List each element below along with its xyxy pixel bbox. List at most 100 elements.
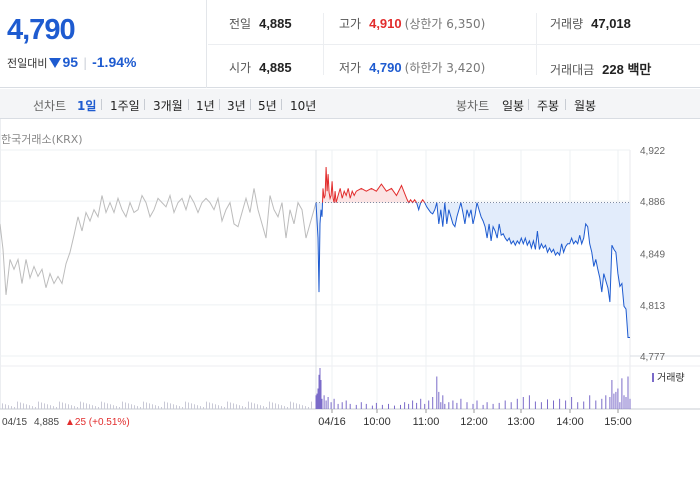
- tab-3y[interactable]: 3년: [227, 99, 246, 113]
- prev-volume-bar: [311, 401, 312, 409]
- volume-bar: [442, 395, 444, 409]
- prev-volume-bar: [89, 404, 90, 409]
- prev-volume-bar: [146, 402, 147, 409]
- prev-volume-bar: [41, 402, 42, 409]
- volume-bar: [528, 395, 530, 409]
- tab-5y[interactable]: 5년: [258, 99, 277, 113]
- change-divider: |: [83, 56, 88, 70]
- prev-volume-bar: [170, 403, 171, 409]
- volume-bar: [337, 403, 339, 409]
- prev-volume-bar: [107, 403, 108, 409]
- prev-volume-bar: [20, 402, 21, 409]
- volume-bar: [629, 398, 631, 410]
- x-tick-label: 11:00: [413, 416, 440, 428]
- volume-bar: [316, 393, 318, 409]
- tab-3m[interactable]: 3개월: [153, 99, 183, 113]
- volume-bar: [577, 402, 579, 409]
- y-tick-label: 4,886: [640, 197, 665, 208]
- volume-bar: [381, 404, 383, 409]
- volume-bar: [476, 400, 478, 409]
- prev-volume-bar: [173, 404, 174, 409]
- tab-1y[interactable]: 1년: [196, 99, 215, 113]
- prev-volume-bar: [290, 401, 291, 409]
- up-fill-area: [322, 167, 425, 203]
- prev-day-price-line: [0, 188, 317, 295]
- volume-bar: [559, 398, 561, 410]
- prev-volume-bar: [209, 402, 210, 409]
- prev-volume-bar: [221, 406, 222, 409]
- volume-bar: [320, 380, 322, 409]
- volume-bar: [333, 398, 335, 410]
- prev-volume-bar: [242, 406, 243, 409]
- volume-bar: [486, 402, 488, 409]
- volume-bar: [360, 402, 362, 409]
- prev-volume-bar: [104, 402, 105, 409]
- volume-bar: [565, 400, 567, 409]
- prev-volume-bar: [2, 403, 3, 409]
- high-label: 고가: [339, 17, 362, 31]
- prev-volume-bar: [218, 405, 219, 409]
- tab-1d[interactable]: 1일: [77, 99, 97, 113]
- x-tick-label: 10:00: [363, 416, 391, 428]
- prev-volume-bar: [83, 402, 84, 409]
- tab-monthly-candle[interactable]: 월봉: [574, 99, 597, 113]
- prev-volume-bar: [206, 401, 207, 409]
- volume-bar: [460, 398, 462, 410]
- volume-bar: [623, 395, 625, 409]
- prev-volume-bar: [239, 405, 240, 409]
- prev-volume-bar: [29, 405, 30, 409]
- tab-daily-candle[interactable]: 일봉: [502, 99, 525, 113]
- prev-volume-bar: [47, 404, 48, 409]
- volume-bar: [510, 402, 512, 409]
- volume-bar: [589, 395, 591, 409]
- volume-bar: [625, 397, 627, 409]
- prev-volume-bar: [293, 402, 294, 409]
- volume-bar: [444, 403, 446, 409]
- prev-volume-bar: [119, 407, 120, 409]
- prev-volume-bar: [86, 403, 87, 409]
- down-fill-area: [316, 202, 630, 338]
- prev-volume-bar: [101, 401, 102, 409]
- prev-volume-bar: [299, 404, 300, 409]
- volume-bar: [595, 400, 597, 409]
- volume-bar: [571, 397, 573, 409]
- prev-volume-bar: [167, 402, 168, 409]
- prev-volume-bar: [245, 407, 246, 409]
- prev-volume-bar: [179, 406, 180, 409]
- line-chart-label: 선차트: [33, 99, 67, 113]
- volume-bar: [615, 391, 617, 409]
- prev-volume-bar: [224, 407, 225, 409]
- chart-period-tabs: 선차트 1일 1주일 3개월 1년 3년 5년 10년 봉차트 일봉 주봉 월봉: [0, 89, 700, 119]
- y-axis-labels: 4,922 4,886 4,849 4,813 4,777: [640, 146, 665, 363]
- prev-volume-bar: [227, 401, 228, 409]
- prev-volume-bar: [254, 403, 255, 409]
- prev-volume-bar: [188, 402, 189, 409]
- tab-10y[interactable]: 10년: [290, 99, 317, 113]
- prev-volume-bar: [185, 401, 186, 409]
- low-label: 저가: [339, 61, 362, 75]
- volume-bar: [323, 395, 325, 409]
- volume-bar: [428, 400, 430, 409]
- volume-bar: [371, 405, 373, 409]
- volume-bar: [424, 403, 426, 409]
- tab-weekly-candle[interactable]: 주봉: [537, 99, 560, 113]
- prev-volume-bar: [17, 401, 18, 409]
- row-divider: [208, 44, 700, 45]
- volume-bar: [466, 402, 468, 409]
- y-tick-label: 4,777: [640, 352, 665, 363]
- volume-bar: [325, 400, 327, 409]
- prev-volume-bar: [200, 406, 201, 409]
- prev-volume-bar: [266, 407, 267, 409]
- prev-volume-bar: [233, 403, 234, 409]
- volume-bar: [547, 399, 548, 409]
- prev-volume-bar: [260, 405, 261, 409]
- volume-bar: [448, 402, 450, 409]
- volume-bar: [627, 376, 629, 409]
- change-row: 전일대비 95 | -1.94%: [7, 54, 136, 71]
- prev-close-field: 전일 4,885: [229, 15, 292, 32]
- prev-volume-bar: [65, 403, 66, 409]
- price-line-down: [315, 202, 630, 338]
- volume-bar: [438, 391, 440, 409]
- tab-1w[interactable]: 1주일: [110, 99, 140, 113]
